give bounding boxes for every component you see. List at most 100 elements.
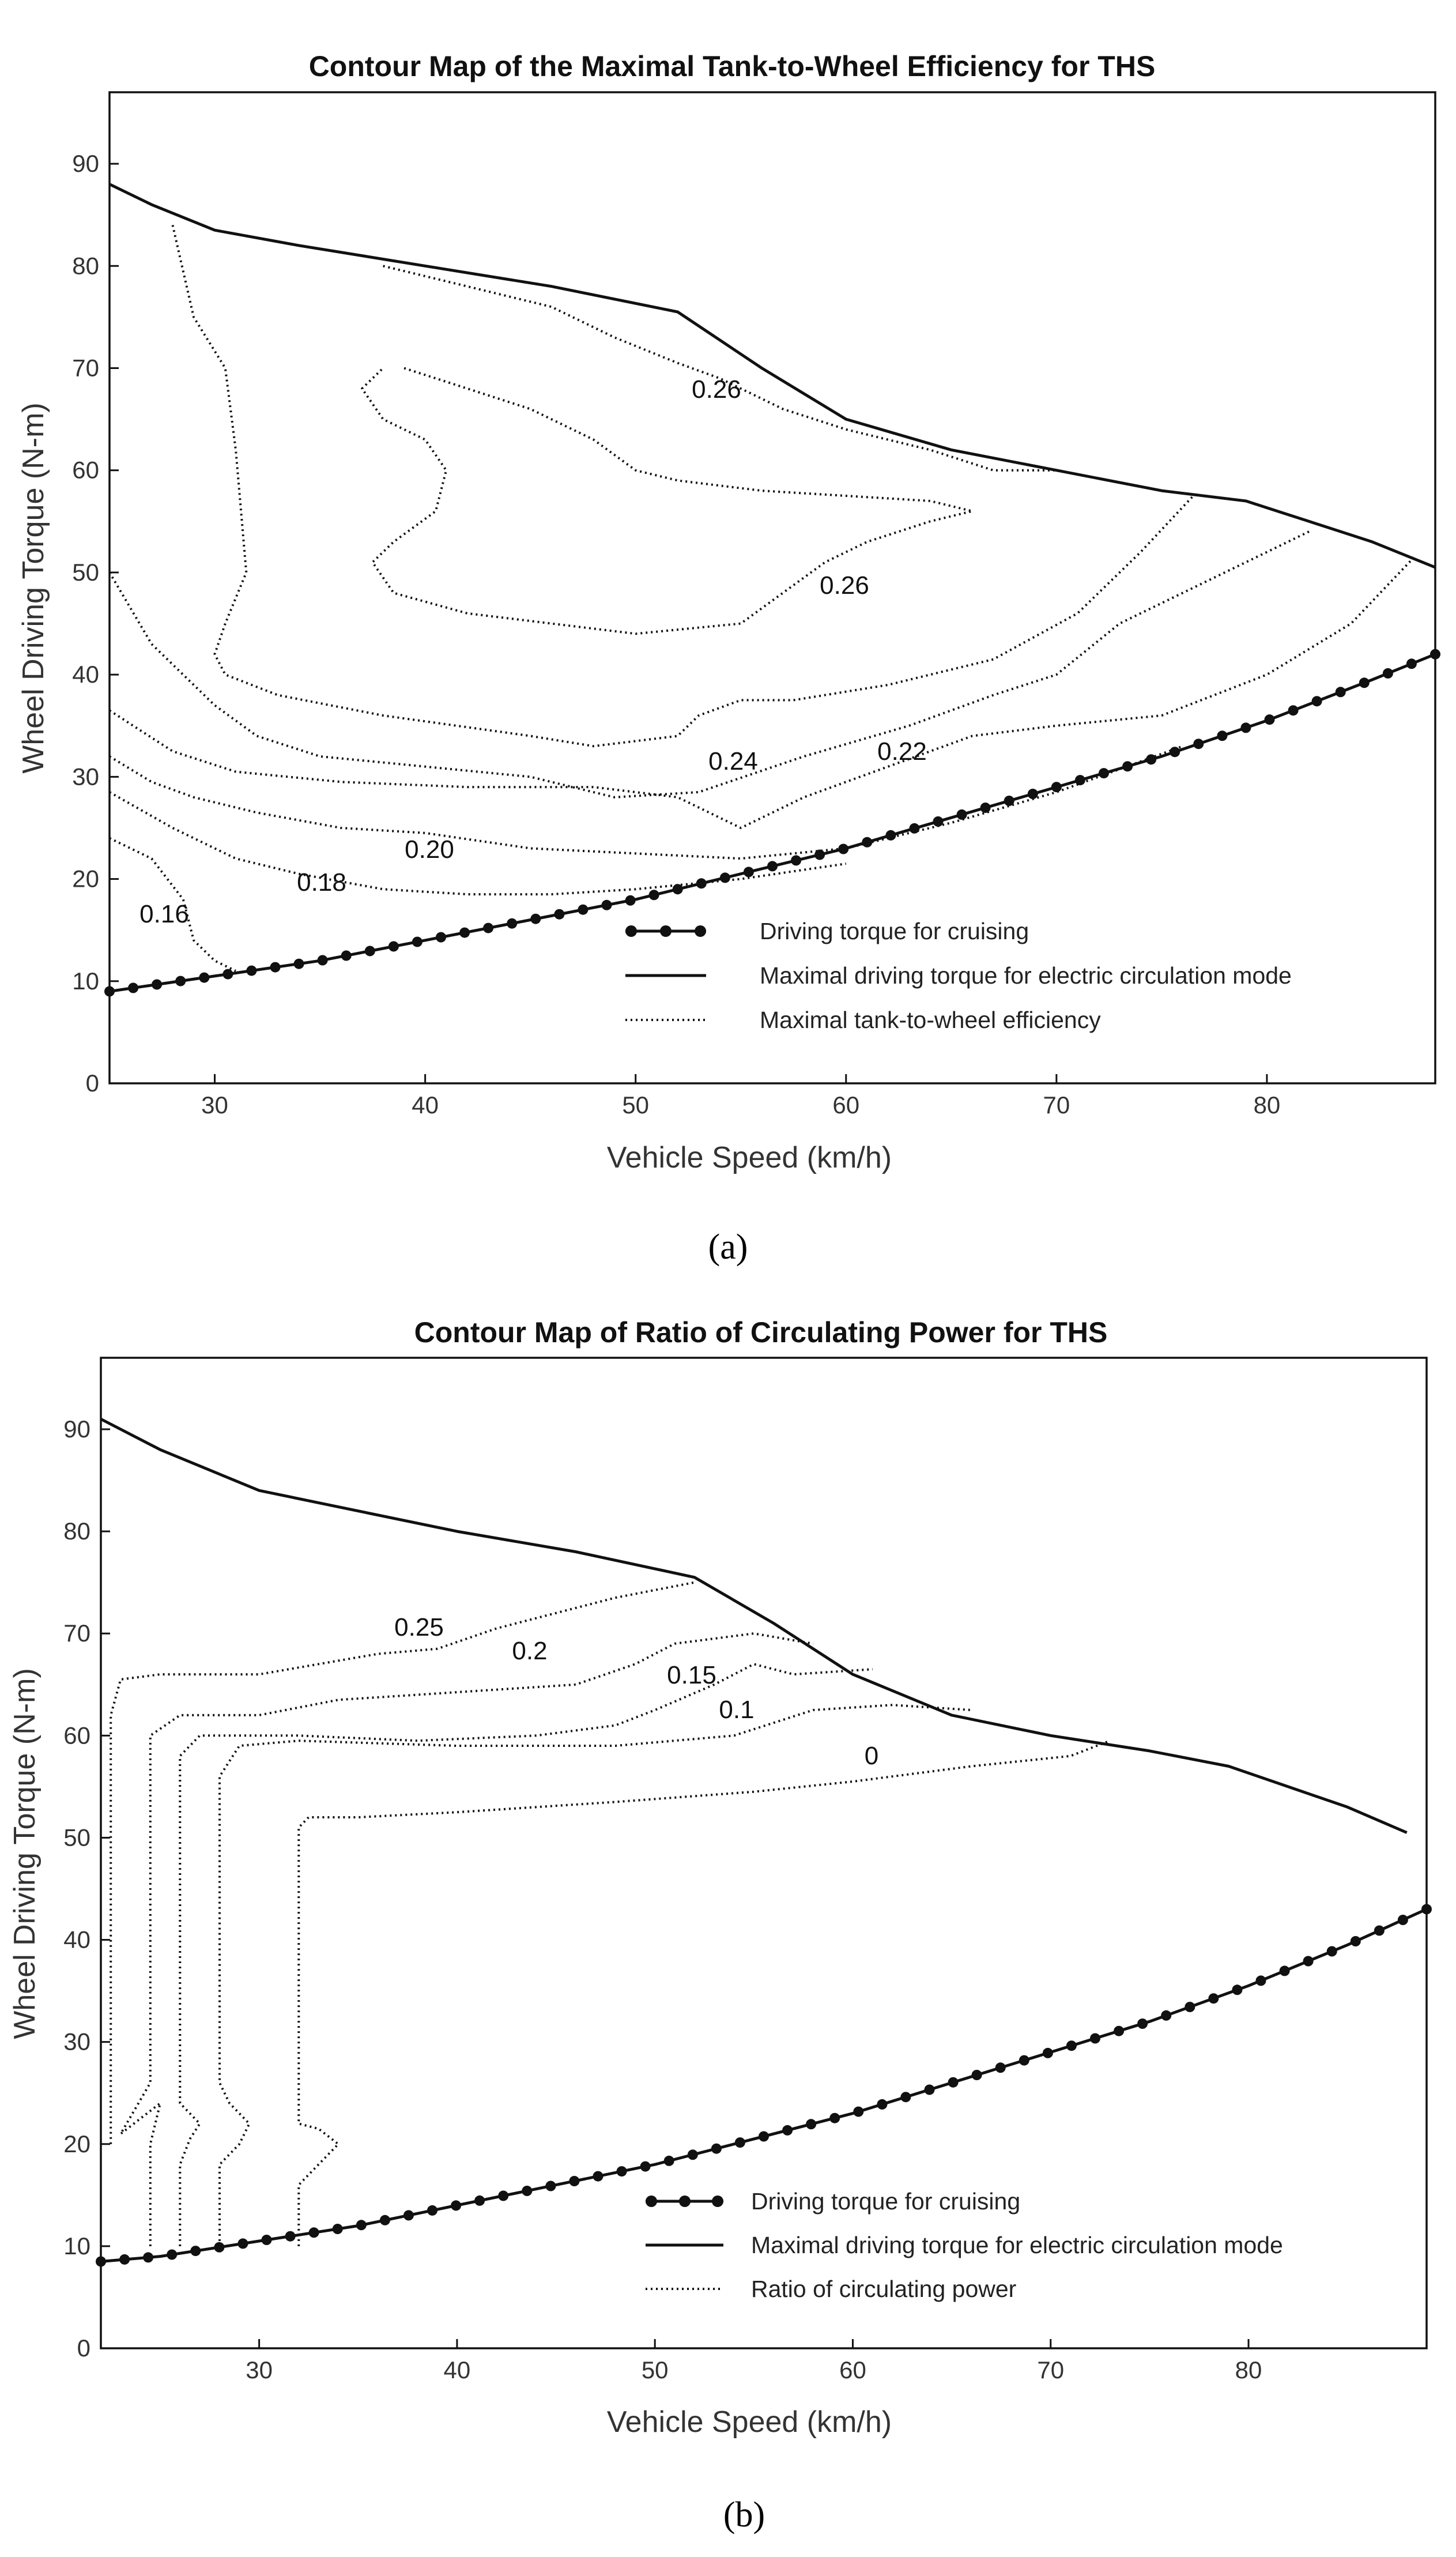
y-tick-label: 0 [86,1070,99,1097]
x-tick-label: 30 [246,2356,273,2383]
cruising-marker [593,2171,603,2182]
cruising-marker [814,849,825,860]
cruising-marker [332,2224,343,2234]
y-tick-label: 40 [72,661,99,688]
contour-line-0.2 [119,1632,814,2246]
cruising-marker [308,2227,319,2238]
cruising-marker [569,2176,580,2186]
contour-label-0.20: 0.20 [405,835,454,864]
contour-line-0.22 [108,556,1415,829]
y-tick-label: 80 [63,1517,90,1545]
cruising-marker [625,895,636,906]
cruising-marker [530,913,541,924]
y-tick-label: 90 [72,150,99,177]
caption-a: (a) [708,1227,748,1267]
cruising-marker [971,2070,982,2080]
cruising-marker [924,2084,935,2095]
y-tick-label: 30 [72,763,99,790]
cruising-marker [1255,1975,1266,1986]
cruising-marker [853,2106,864,2117]
cruising-marker [1397,1915,1408,1925]
contour-label-0.16: 0.16 [139,900,189,928]
cruising-marker [1217,730,1228,741]
cruising-marker [743,867,754,878]
cruising-marker [436,932,446,943]
cruising-marker [379,2215,390,2225]
cruising-marker [1350,1936,1361,1946]
cruising-marker [1185,2002,1195,2012]
cruising-marker [909,823,920,834]
legend-a-cruising-swatch [625,925,706,937]
cruising-marker [1335,687,1346,698]
x-tick-label: 70 [1037,2356,1064,2383]
cruising-marker [1288,705,1299,716]
cruising-marker [995,2062,1006,2073]
cruising-marker [734,2137,745,2148]
cruising-marker [719,872,730,883]
contour-label-0.2: 0.2 [512,1637,547,1665]
x-tick-label: 40 [444,2356,471,2383]
cruising-marker [759,2131,769,2142]
cruising-marker [483,922,494,933]
cruising-marker [167,2249,178,2260]
cruising-marker [498,2190,509,2201]
contour-label-0.26: 0.26 [692,375,741,404]
cruising-marker [199,972,210,983]
cruising-marker [412,936,423,947]
cruising-marker [1382,668,1393,679]
cruising-marker [246,965,257,976]
cruising-marker [451,2200,462,2211]
cruising-marker [1303,1956,1314,1967]
legend-b-cruising-swatch [646,2196,723,2207]
cruising-marker [1359,677,1370,688]
cruising-marker [862,837,873,848]
panel-b: Contour Map of Ratio of Circulating Powe… [8,1316,1432,2535]
max-torque-line [100,1418,1408,1834]
cruising-marker [948,2077,959,2088]
chart-b-title: Contour Map of Ratio of Circulating Powe… [414,1316,1108,1349]
cruising-marker [900,2092,911,2103]
cruising-marker [696,878,707,889]
cruising-marker [1122,761,1133,772]
chart-b-legend: Driving torque for cruising Maximal driv… [646,2188,1283,2302]
y-tick-label: 70 [63,1620,90,1647]
cruising-marker [1042,2047,1053,2058]
chart-a-yticks: 0 10 20 30 40 50 60 70 80 90 [72,150,119,1097]
cruising-marker [1099,768,1109,779]
contour-label-0.22: 0.22 [877,737,927,766]
legend-a-cruising-label: Driving torque for cruising [760,918,1029,944]
contour-line-0.20 [108,745,1183,860]
y-tick-label: 20 [63,2130,90,2157]
cruising-marker [1311,696,1322,707]
chart-b-x-label: Vehicle Speed (km/h) [607,2405,892,2439]
cruising-marker [270,962,281,973]
cruising-marker [648,890,659,901]
cruising-marker [1374,1925,1385,1936]
cruising-marker [1019,2055,1029,2066]
cruising-marker [1066,2040,1077,2051]
cruising-marker [1074,775,1085,786]
contour-label-0.26: 0.26 [820,571,869,600]
contour-line-0 [297,1739,1111,2246]
cruising-marker [1161,2010,1172,2021]
chart-a-y-label: Wheel Driving Torque (N-m) [17,402,50,773]
x-tick-label: 60 [832,1091,859,1119]
contour-line-0.15 [179,1663,873,2246]
cruising-marker [1193,739,1204,750]
x-tick-label: 40 [412,1091,439,1119]
y-tick-label: 90 [63,1415,90,1443]
cruising-marker [128,982,139,993]
cruising-marker [237,2238,248,2249]
contour-line-0.1 [218,1704,972,2246]
y-tick-label: 60 [72,457,99,484]
cruising-marker [1114,2025,1125,2036]
cruising-marker [782,2125,793,2136]
cruising-marker [1146,754,1157,765]
cruising-marker [956,809,967,820]
chart-a-legend: Driving torque for cruising Maximal driv… [625,918,1292,1033]
x-tick-label: 80 [1235,2356,1262,2383]
x-tick-label: 60 [839,2356,866,2383]
y-tick-label: 50 [72,559,99,586]
contour-line-0.18 [109,791,847,896]
cruising-marker [616,2166,627,2177]
